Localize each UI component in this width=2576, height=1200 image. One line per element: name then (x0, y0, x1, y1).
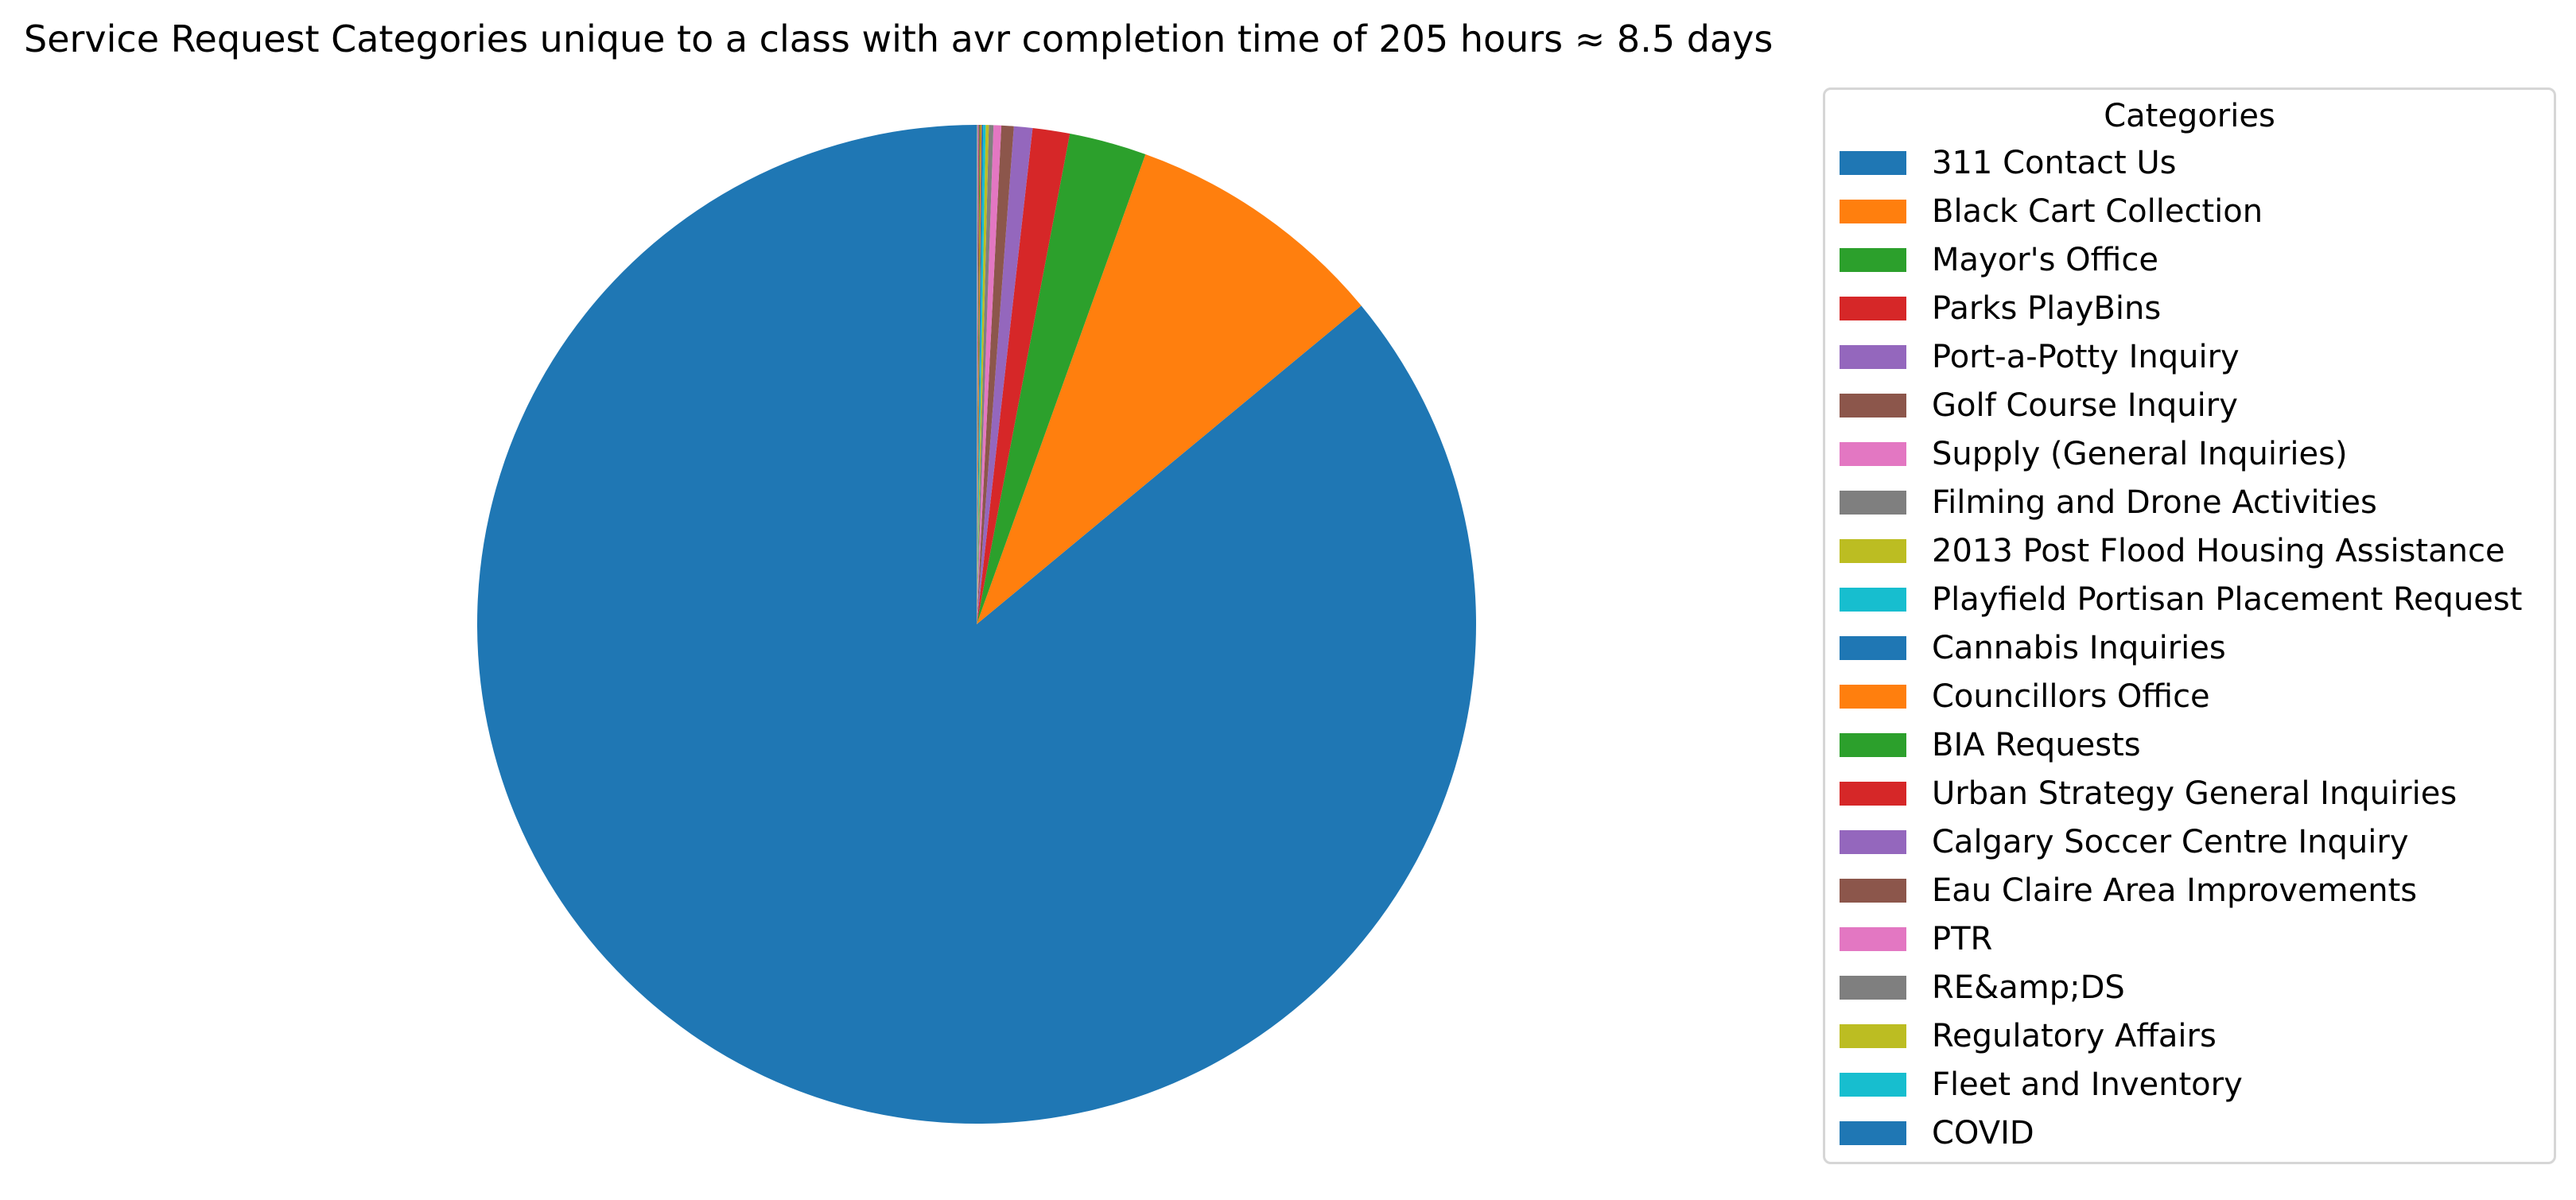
legend-label: Black Cart Collection (1932, 193, 2263, 230)
legend-entry: RE&amp;DS (1840, 964, 2125, 1012)
legend-label: BIA Requests (1932, 727, 2141, 763)
pie-slices (476, 125, 1476, 1124)
legend-swatch (1840, 636, 1906, 660)
chart-title: Service Request Categories unique to a c… (24, 17, 1774, 60)
legend-entry: Fleet and Inventory (1840, 1061, 2243, 1109)
legend-swatch (1840, 394, 1906, 417)
legend-label: Parks PlayBins (1932, 290, 2162, 327)
legend-swatch (1840, 1073, 1906, 1097)
legend: Categories 311 Contact Us Black Cart Coll… (1823, 87, 2556, 1164)
legend-entry: 2013 Post Flood Housing Assistance (1840, 527, 2505, 575)
legend-label: Port-a-Potty Inquiry (1932, 339, 2240, 375)
legend-swatch (1840, 733, 1906, 757)
legend-label: Calgary Soccer Centre Inquiry (1932, 824, 2409, 860)
legend-swatch (1840, 879, 1906, 903)
legend-label: Mayor's Office (1932, 242, 2158, 278)
legend-entry: Eau Claire Area Improvements (1840, 867, 2417, 915)
pie-slice-4 (977, 127, 1070, 625)
legend-label: 311 Contact Us (1932, 145, 2177, 181)
legend-entry: Filming and Drone Activities (1840, 479, 2377, 526)
legend-swatch (1840, 782, 1906, 806)
pie-slice-3 (977, 134, 1146, 624)
pie-slice-15 (977, 125, 979, 624)
pie-slice-2 (977, 153, 1362, 624)
legend-swatch (1840, 1121, 1906, 1145)
legend-swatch (1840, 976, 1906, 1000)
legend-swatch (1840, 491, 1906, 515)
legend-entry: Black Cart Collection (1840, 188, 2263, 235)
legend-label: Urban Strategy General Inquiries (1932, 775, 2457, 812)
legend-swatch (1840, 297, 1906, 320)
legend-label: Eau Claire Area Improvements (1932, 872, 2418, 909)
legend-label: Playfield Portisan Placement Request (1932, 581, 2523, 618)
legend-entry: Mayor's Office (1840, 236, 2158, 284)
legend-entry: Port-a-Potty Inquiry (1840, 333, 2240, 381)
legend-label: 2013 Post Flood Housing Assistance (1932, 533, 2505, 569)
legend-title: Categories (2104, 98, 2275, 134)
legend-entry: Supply (General Inquiries) (1840, 430, 2348, 478)
legend-swatch (1840, 539, 1906, 563)
pie-slice-7 (977, 125, 1002, 624)
legend-label: Filming and Drone Activities (1932, 484, 2377, 521)
legend-label: Fleet and Inventory (1932, 1066, 2243, 1103)
legend-swatch (1840, 927, 1906, 951)
legend-label: Supply (General Inquiries) (1932, 436, 2348, 472)
pie-slice-12 (977, 125, 982, 624)
legend-label: COVID (1932, 1115, 2034, 1151)
legend-swatch (1840, 1024, 1906, 1048)
pie-slice-5 (977, 126, 1033, 624)
legend-entry: Regulatory Affairs (1840, 1012, 2217, 1060)
legend-swatch (1840, 830, 1906, 854)
legend-swatch (1840, 248, 1906, 272)
pie-slice-10 (977, 125, 986, 624)
legend-label: PTR (1932, 921, 1993, 957)
legend-label: Councillors Office (1932, 678, 2210, 715)
legend-swatch (1840, 685, 1906, 709)
legend-entry: Calgary Soccer Centre Inquiry (1840, 818, 2409, 866)
legend-label: RE&amp;DS (1932, 969, 2125, 1006)
pie-slice-8 (977, 125, 994, 625)
legend-label: Cannabis Inquiries (1932, 630, 2226, 666)
legend-swatch (1840, 200, 1906, 223)
pie-chart (476, 125, 1476, 1124)
pie-slice-16 (977, 125, 978, 624)
legend-swatch (1840, 345, 1906, 369)
legend-swatch (1840, 588, 1906, 612)
legend-entry: PTR (1840, 915, 1992, 963)
pie-slice-14 (977, 125, 980, 624)
legend-entry: Councillors Office (1840, 673, 2210, 720)
pie-slice-9 (977, 125, 989, 624)
legend-label: Golf Course Inquiry (1932, 387, 2238, 424)
pie-slice-13 (977, 125, 981, 625)
legend-entry: Playfield Portisan Placement Request (1840, 576, 2522, 623)
legend-entry: Golf Course Inquiry (1840, 382, 2238, 429)
pie-slice-11 (977, 125, 984, 625)
legend-swatch (1840, 442, 1906, 466)
legend-label: Regulatory Affairs (1932, 1018, 2217, 1054)
legend-entry: Parks PlayBins (1840, 285, 2161, 332)
legend-swatch (1840, 151, 1906, 175)
legend-entry: COVID (1840, 1109, 2034, 1157)
legend-entry: BIA Requests (1840, 721, 2141, 769)
legend-entry: Urban Strategy General Inquiries (1840, 770, 2457, 817)
pie-slice-6 (977, 125, 1014, 624)
legend-entry: 311 Contact Us (1840, 139, 2177, 187)
legend-entry: Cannabis Inquiries (1840, 624, 2226, 672)
